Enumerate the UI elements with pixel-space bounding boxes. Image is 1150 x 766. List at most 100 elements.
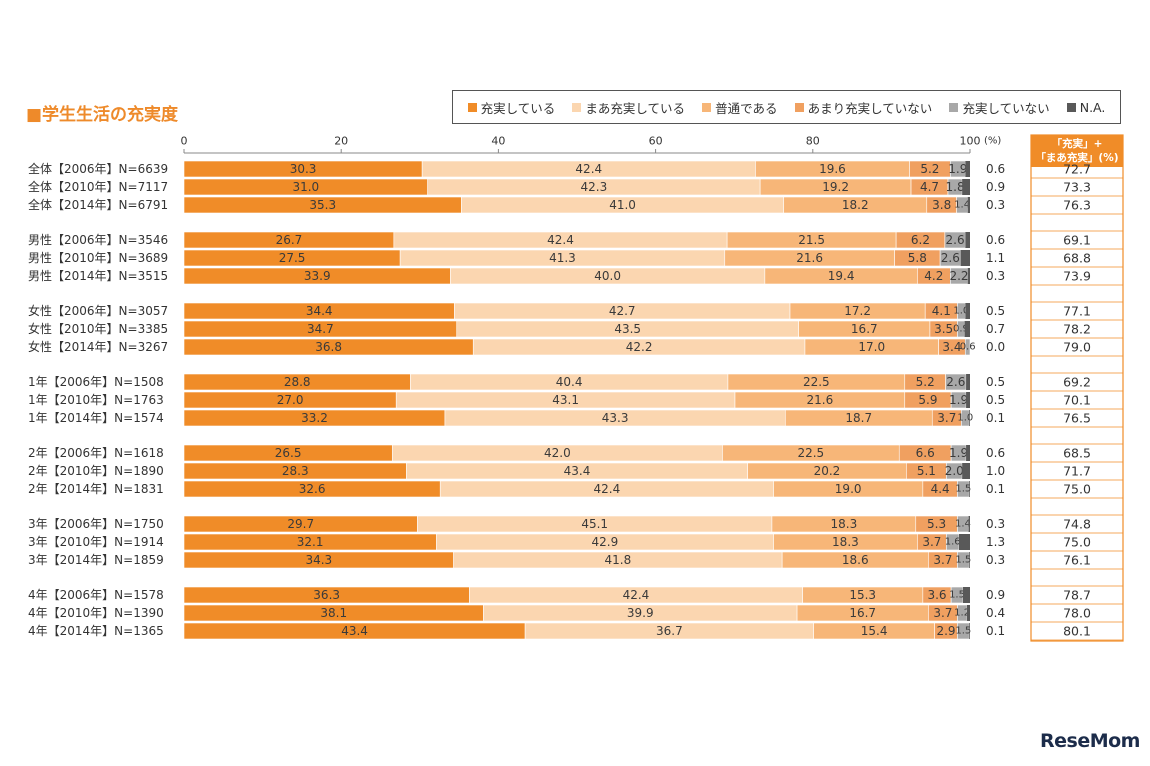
bar-value-label: 3.5: [934, 322, 953, 336]
chart-legend: 充実している まあ充実している 普通である あまり充実していない 充実していない…: [452, 90, 1121, 124]
bar-value-label: 19.6: [819, 162, 846, 176]
bar-value-label: 33.2: [301, 411, 328, 425]
row-label: 4年【2010年】N=1390: [28, 606, 164, 620]
na-value-label: 0.6: [986, 446, 1005, 460]
bar-segment-na: [966, 605, 970, 621]
na-value-label: 0.5: [986, 393, 1005, 407]
chart-title: ■学生生活の充実度: [26, 105, 179, 125]
legend-label: 充実している: [480, 100, 556, 116]
bar-value-label: 3.7: [922, 535, 941, 549]
total-value: 75.0: [1063, 535, 1091, 550]
bar-value-label: 4.4: [931, 482, 950, 496]
bar-value-label: 3.8: [932, 198, 951, 212]
bar-segment-na: [962, 463, 970, 479]
bar-value-label: 1.4: [954, 200, 970, 211]
total-value: 76.5: [1063, 411, 1091, 426]
legend-label: 普通である: [715, 100, 778, 116]
row-label: 1年【2014年】N=1574: [28, 411, 164, 425]
bar-value-label: 1.4: [955, 519, 971, 530]
na-value-label: 0.3: [986, 269, 1005, 283]
na-value-label: 0.1: [986, 482, 1005, 496]
bar-value-label: 36.7: [656, 624, 683, 638]
bar-value-label: 2.6: [946, 375, 965, 389]
bar-value-label: 17.2: [844, 304, 871, 318]
row-label: 1年【2010年】N=1763: [28, 393, 164, 407]
na-value-label: 0.6: [986, 233, 1005, 247]
legend-swatch: [1066, 102, 1076, 112]
bar-segment-na: [969, 623, 970, 639]
row-label: 全体【2014年】N=6791: [28, 197, 168, 212]
total-column-header-bg: [1031, 135, 1123, 167]
bar-value-label: 2.6: [946, 233, 965, 247]
bar-value-label: 30.3: [290, 162, 317, 176]
na-value-label: 1.1: [986, 251, 1005, 265]
legend-swatch: [702, 102, 712, 112]
bar-value-label: 3.7: [933, 553, 952, 567]
row-label: 4年【2006年】N=1578: [28, 588, 164, 602]
bar-value-label: 33.9: [304, 269, 331, 283]
bar-value-label: 15.3: [849, 588, 876, 602]
total-value: 78.0: [1063, 606, 1091, 621]
bar-value-label: 34.7: [307, 322, 334, 336]
bar-value-label: 21.6: [807, 393, 834, 407]
bar-value-label: 3.7: [937, 411, 956, 425]
total-column-header-line: 「まあ充実」(%): [1035, 151, 1118, 164]
bar-value-label: 36.3: [313, 588, 340, 602]
bar-value-label: 31.0: [292, 180, 319, 194]
bar-value-label: 38.1: [320, 606, 347, 620]
total-value: 77.1: [1063, 304, 1091, 319]
row-label: 3年【2014年】N=1859: [28, 553, 164, 567]
bar-value-label: 1.8: [946, 180, 965, 194]
bar-value-label: 28.3: [282, 464, 309, 478]
bar-value-label: 32.1: [297, 535, 324, 549]
bar-value-label: 21.5: [798, 233, 825, 247]
total-value: 80.1: [1063, 624, 1091, 639]
bar-value-label: 1.0: [953, 306, 969, 317]
total-value: 70.1: [1063, 393, 1091, 408]
bar-segment-na: [965, 232, 970, 248]
bar-value-label: 42.4: [623, 588, 650, 602]
bar-segment-na: [969, 410, 970, 426]
bar-value-label: 45.1: [581, 517, 608, 531]
bar-value-label: 42.4: [575, 162, 602, 176]
bar-value-label: 3.4: [942, 340, 961, 354]
bar-segment-na: [962, 587, 970, 603]
x-tick-label: 40: [491, 135, 505, 148]
na-value-label: 1.0: [986, 464, 1005, 478]
row-label: 2年【2014年】N=1831: [28, 482, 164, 496]
row-label: 女性【2010年】N=3385: [28, 321, 168, 336]
bar-value-label: 1.5: [955, 555, 971, 566]
bar-value-label: 5.9: [918, 393, 937, 407]
bar-value-label: 21.6: [796, 251, 823, 265]
legend-label: N.A.: [1079, 99, 1106, 115]
bar-value-label: 42.4: [594, 482, 621, 496]
bar-value-label: 6.6: [916, 446, 935, 460]
row-label: 女性【2006年】N=3057: [28, 303, 168, 318]
row-label: 全体【2010年】N=7117: [28, 179, 168, 194]
bar-value-label: 1.5: [955, 484, 971, 495]
row-label: 男性【2006年】N=3546: [28, 233, 168, 247]
bar-value-label: 32.6: [299, 482, 326, 496]
row-label: 全体【2006年】N=6639: [28, 161, 168, 176]
bar-value-label: 34.4: [306, 304, 333, 318]
na-value-label: 1.3: [986, 535, 1005, 549]
row-label: 男性【2014年】N=3515: [28, 269, 168, 283]
bar-value-label: 0.9: [953, 324, 969, 335]
bar-segment-na: [958, 534, 970, 550]
bar-segment: [946, 462, 963, 480]
bar-value-label: 43.4: [564, 464, 591, 478]
legend-item: あまり充実していない: [794, 98, 932, 117]
na-value-label: 0.3: [986, 198, 1005, 212]
total-value: 69.1: [1063, 233, 1091, 248]
total-value: 71.7: [1063, 464, 1091, 479]
total-value: 75.0: [1063, 482, 1091, 497]
row-label: 男性【2010年】N=3689: [28, 251, 168, 265]
bar-value-label: 18.3: [830, 517, 857, 531]
total-value: 78.2: [1063, 322, 1091, 337]
bar-value-label: 19.4: [828, 269, 855, 283]
x-tick-label: 20: [334, 135, 348, 148]
bar-value-label: 19.0: [835, 482, 862, 496]
legend-item: N.A.: [1066, 99, 1106, 115]
bar-value-label: 18.2: [842, 198, 869, 212]
